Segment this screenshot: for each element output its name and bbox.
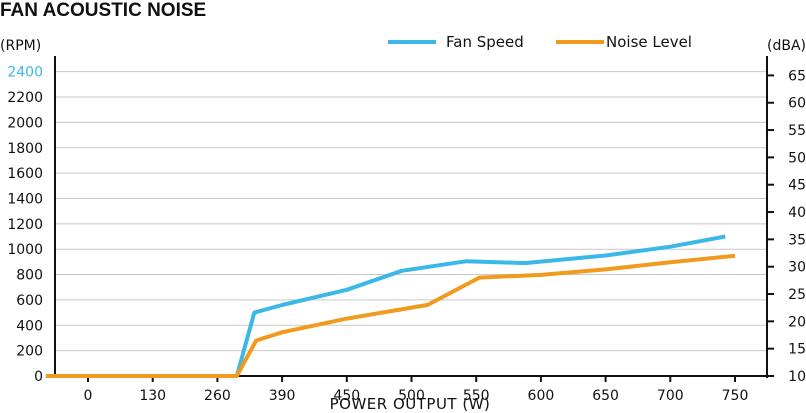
x-tick-label: 450	[333, 388, 360, 404]
series-line-noise-level	[45, 253, 736, 378]
x-tick-label: 600	[528, 388, 555, 404]
y-left-tick-label: 1000	[7, 242, 43, 258]
y-right-tick-label: 45	[788, 178, 806, 194]
y-right-tick-label: 25	[788, 287, 806, 303]
gridlines	[55, 71, 767, 352]
x-tick-label: 500	[398, 388, 425, 404]
legend-label-fan-speed: Fan Speed	[446, 33, 524, 51]
y-right-unit-label: (dBA)	[767, 38, 806, 54]
legend-label-noise-level: Noise Level	[606, 33, 692, 51]
y-left-tick-label: 400	[16, 318, 43, 334]
y-left-tick-label: 0	[34, 369, 43, 385]
x-tick-label: 650	[592, 388, 619, 404]
y-right-tick-label: 50	[788, 150, 806, 166]
x-tick-label: 260	[204, 388, 231, 404]
y-left-tick-label: 800	[16, 268, 43, 284]
x-tick-label: 700	[657, 388, 684, 404]
tick-labels: 0200400600800100012001400160018002000220…	[7, 65, 806, 404]
y-left-tick-label: 1200	[7, 217, 43, 233]
x-tick-label: 0	[84, 388, 93, 404]
y-right-tick-label: 30	[788, 260, 806, 276]
series-lines	[45, 234, 736, 378]
y-right-tick-label: 35	[788, 232, 806, 248]
x-tick-label: 130	[139, 388, 166, 404]
y-left-tick-label: 1400	[7, 191, 43, 207]
x-axis-label: POWER OUTPUT (W)	[330, 395, 491, 413]
y-right-tick-label: 55	[788, 123, 806, 139]
x-tick-label: 550	[463, 388, 490, 404]
legend: Fan Speed Noise Level	[388, 33, 692, 51]
x-tick-label: 750	[722, 388, 749, 404]
chart-title: FAN ACOUSTIC NOISE	[0, 0, 206, 21]
y-right-tick-label: 20	[788, 314, 806, 330]
y-left-tick-label: 1600	[7, 166, 43, 182]
y-right-tick-label: 10	[788, 369, 806, 385]
y-left-tick-label: 2000	[7, 115, 43, 131]
y-right-tick-label: 40	[788, 205, 806, 221]
y-right-tick-label: 65	[788, 68, 806, 84]
series-line-fan-speed	[45, 234, 726, 378]
x-tick-label: 390	[269, 388, 296, 404]
y-right-tick-label: 15	[788, 342, 806, 358]
y-left-tick-label: 2400	[7, 65, 43, 81]
axes	[54, 56, 774, 382]
y-left-tick-label: 2200	[7, 90, 43, 106]
y-left-unit-label: (RPM)	[0, 38, 41, 54]
y-left-tick-label: 200	[16, 344, 43, 360]
y-left-tick-label: 1800	[7, 141, 43, 157]
y-right-tick-label: 60	[788, 96, 806, 112]
y-left-tick-label: 600	[16, 293, 43, 309]
